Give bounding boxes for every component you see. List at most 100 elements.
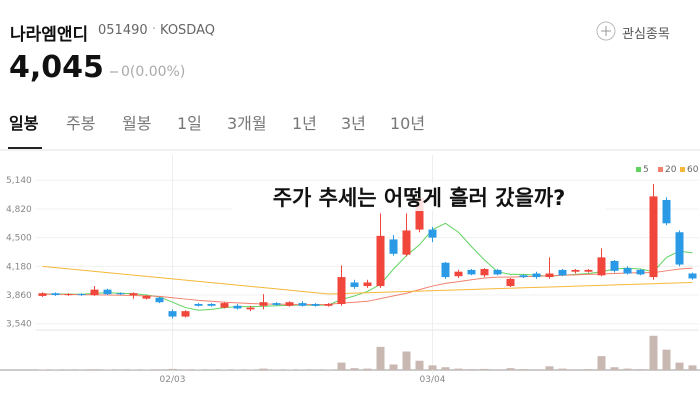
candle-body bbox=[376, 235, 385, 287]
period-tab[interactable]: 일봉 bbox=[9, 114, 39, 133]
volume-bar bbox=[675, 362, 684, 370]
candle-body bbox=[259, 302, 268, 306]
volume-bar bbox=[337, 362, 346, 370]
candle-body bbox=[363, 282, 372, 287]
dot: · bbox=[152, 22, 157, 37]
candle-body bbox=[467, 269, 476, 275]
candle-body bbox=[311, 303, 320, 306]
volume-bar bbox=[389, 364, 398, 370]
legend-swatch bbox=[680, 167, 685, 172]
stock-name: 나라엠앤디 bbox=[10, 25, 89, 45]
candle-body bbox=[64, 294, 73, 296]
candle-body bbox=[558, 269, 567, 276]
candle-body bbox=[272, 303, 281, 305]
candle-body bbox=[454, 271, 463, 277]
volume-bar bbox=[350, 368, 359, 370]
volume-bar bbox=[467, 369, 476, 370]
period-tab[interactable]: 3년 bbox=[341, 114, 366, 133]
volume-bar bbox=[506, 368, 515, 370]
candle-body bbox=[649, 196, 658, 278]
volume-bar bbox=[415, 360, 424, 370]
candle-body bbox=[480, 269, 489, 276]
legend-label: 60 bbox=[687, 165, 699, 175]
legend-swatch bbox=[658, 167, 663, 172]
period-tab[interactable]: 1년 bbox=[292, 114, 317, 133]
candle-body bbox=[519, 275, 528, 278]
volume-bar bbox=[597, 356, 606, 370]
price: 4,045 bbox=[9, 50, 104, 85]
candle-body bbox=[324, 303, 333, 306]
candle-body bbox=[610, 260, 619, 271]
volume-bar bbox=[519, 369, 528, 370]
volume-bar bbox=[168, 368, 177, 370]
candle-body bbox=[207, 303, 216, 306]
candle-body bbox=[181, 311, 190, 317]
candle-body bbox=[402, 230, 411, 255]
candle-body bbox=[545, 273, 554, 278]
volume-bar bbox=[363, 368, 372, 370]
volume-bar bbox=[623, 368, 632, 370]
candle-body bbox=[415, 198, 424, 230]
volume-bar bbox=[441, 367, 450, 370]
y-tick-label: 3,540 bbox=[6, 320, 32, 330]
candle-body bbox=[337, 277, 346, 304]
volume-bar bbox=[636, 369, 645, 370]
stock-code: 051490 bbox=[98, 23, 148, 38]
chart-title: 주가 추세는 어떻게 흘러 갔을까? bbox=[273, 186, 566, 210]
period-tab[interactable]: 월봉 bbox=[122, 114, 152, 133]
candle-body bbox=[532, 273, 541, 278]
volume-bar bbox=[558, 368, 567, 370]
legend-label: 20 bbox=[665, 165, 677, 175]
candle-body bbox=[194, 303, 203, 306]
watch-button[interactable]: 관심종목 bbox=[622, 27, 670, 42]
volume-bar bbox=[220, 369, 229, 370]
volume-bar bbox=[584, 369, 593, 370]
candle-body bbox=[51, 293, 60, 296]
candle-body bbox=[623, 268, 632, 274]
volume-bar bbox=[402, 351, 411, 370]
period-tab[interactable]: 1일 bbox=[177, 114, 202, 133]
volume-bar bbox=[688, 365, 697, 370]
volume-bar bbox=[480, 368, 489, 370]
moving-average-line bbox=[42, 267, 693, 305]
candle-body bbox=[116, 293, 125, 295]
candle-body bbox=[493, 269, 502, 275]
period-tab[interactable]: 주봉 bbox=[66, 114, 96, 133]
y-tick-label: 4,180 bbox=[6, 262, 32, 272]
y-tick-label: 4,820 bbox=[6, 205, 32, 215]
x-tick-label: 03/04 bbox=[420, 375, 446, 385]
legend-label: 5 bbox=[643, 165, 649, 175]
candle-body bbox=[129, 293, 138, 296]
candle-body bbox=[142, 295, 151, 299]
market: KOSDAQ bbox=[160, 23, 215, 38]
volume-bar bbox=[38, 369, 47, 370]
candle-body bbox=[168, 311, 177, 317]
y-tick-label: 5,140 bbox=[6, 176, 32, 186]
candle-body bbox=[246, 307, 255, 310]
period-tab[interactable]: 3개월 bbox=[227, 114, 267, 133]
volume-bar bbox=[428, 365, 437, 370]
period-tab[interactable]: 10년 bbox=[390, 114, 426, 133]
candle-body bbox=[155, 297, 164, 303]
candle-body bbox=[636, 269, 645, 275]
volume-bar bbox=[259, 368, 268, 370]
volume-bar bbox=[532, 369, 541, 370]
volume-bar bbox=[649, 335, 658, 370]
volume-bar bbox=[571, 369, 580, 370]
candle-body bbox=[285, 302, 294, 306]
candle-body bbox=[77, 294, 86, 296]
volume-bar bbox=[610, 367, 619, 370]
candle-body bbox=[220, 303, 229, 308]
candle-body bbox=[103, 289, 112, 295]
candle-body bbox=[506, 278, 515, 287]
candle-body bbox=[233, 305, 242, 309]
watch-plus bbox=[601, 26, 611, 36]
candle-body bbox=[428, 229, 437, 238]
candle-body bbox=[688, 273, 697, 279]
volume-bar bbox=[454, 368, 463, 370]
candle-body bbox=[571, 269, 580, 272]
volume-bar bbox=[181, 369, 190, 370]
legend-swatch bbox=[636, 167, 641, 172]
